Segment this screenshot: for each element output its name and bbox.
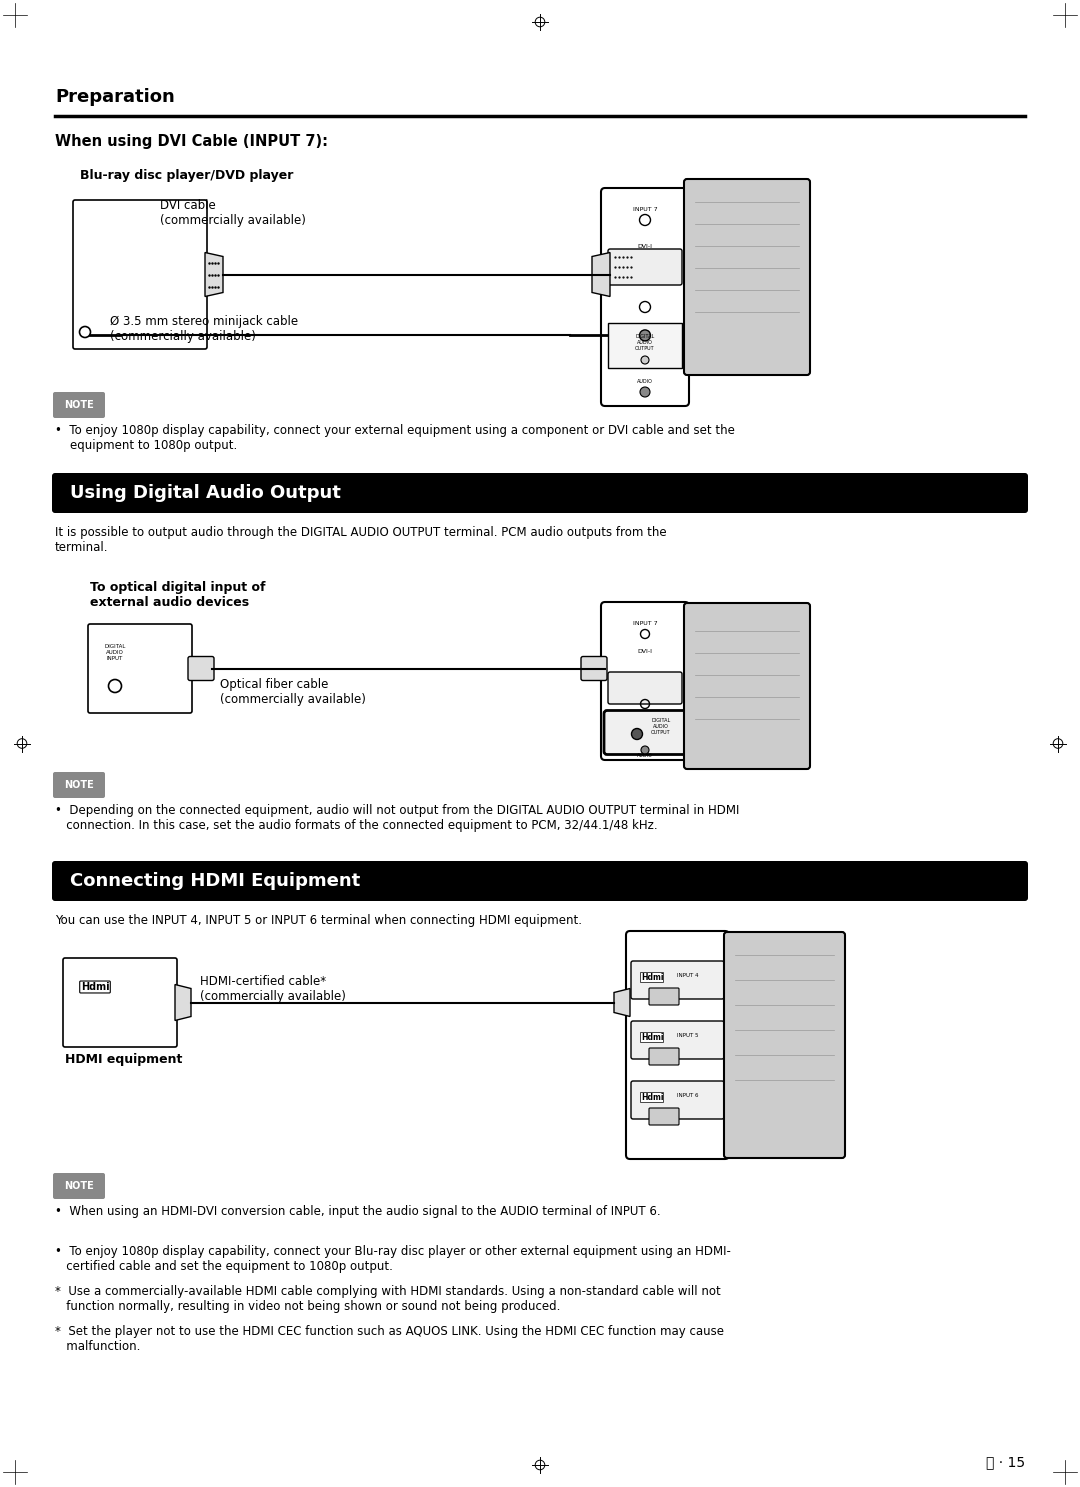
FancyBboxPatch shape (608, 323, 681, 367)
Text: DVI cable
(commercially available): DVI cable (commercially available) (160, 199, 306, 228)
FancyBboxPatch shape (608, 672, 681, 703)
Polygon shape (205, 253, 222, 296)
FancyBboxPatch shape (53, 1173, 105, 1199)
Text: Ø 3.5 mm stereo minijack cable
(commercially available): Ø 3.5 mm stereo minijack cable (commerci… (110, 315, 298, 343)
Text: DVI-I: DVI-I (637, 244, 652, 248)
Text: DIGITAL
AUDIO
INPUT: DIGITAL AUDIO INPUT (105, 644, 125, 660)
Text: Blu-ray disc player/DVD player: Blu-ray disc player/DVD player (80, 170, 294, 181)
Text: INPUT 5: INPUT 5 (677, 1033, 699, 1038)
Text: ⓔ · 15: ⓔ · 15 (986, 1454, 1025, 1469)
FancyBboxPatch shape (649, 1048, 679, 1065)
FancyBboxPatch shape (631, 1081, 724, 1120)
Text: INPUT 7: INPUT 7 (633, 622, 658, 626)
FancyBboxPatch shape (600, 187, 689, 406)
Text: •  To enjoy 1080p display capability, connect your external equipment using a co: • To enjoy 1080p display capability, con… (55, 424, 734, 452)
FancyBboxPatch shape (724, 932, 845, 1158)
Circle shape (80, 327, 91, 338)
FancyBboxPatch shape (53, 393, 105, 418)
Text: HDMI equipment: HDMI equipment (65, 1053, 183, 1066)
Text: DVI-I: DVI-I (637, 648, 652, 654)
FancyBboxPatch shape (631, 961, 724, 999)
FancyBboxPatch shape (600, 602, 689, 760)
Text: Hdmi: Hdmi (640, 1093, 663, 1102)
FancyBboxPatch shape (53, 772, 105, 799)
Text: Hdmi: Hdmi (640, 972, 663, 981)
Polygon shape (175, 984, 191, 1020)
Text: Connecting HDMI Equipment: Connecting HDMI Equipment (70, 871, 361, 891)
Text: Using Digital Audio Output: Using Digital Audio Output (70, 483, 341, 503)
FancyBboxPatch shape (52, 861, 1028, 901)
Text: Hdmi: Hdmi (81, 981, 109, 992)
FancyBboxPatch shape (63, 958, 177, 1047)
Circle shape (632, 729, 643, 739)
Text: •  To enjoy 1080p display capability, connect your Blu-ray disc player or other : • To enjoy 1080p display capability, con… (55, 1245, 731, 1273)
Text: NOTE: NOTE (64, 400, 94, 410)
Text: DIGITAL
AUDIO
OUTPUT: DIGITAL AUDIO OUTPUT (651, 718, 671, 735)
FancyBboxPatch shape (608, 248, 681, 286)
Circle shape (640, 387, 650, 397)
FancyBboxPatch shape (52, 473, 1028, 513)
Text: To optical digital input of
external audio devices: To optical digital input of external aud… (90, 581, 266, 610)
FancyBboxPatch shape (604, 711, 686, 754)
Text: AUDIO: AUDIO (637, 752, 653, 758)
Text: INPUT 4: INPUT 4 (677, 972, 699, 978)
Text: Optical fiber cable
(commercially available): Optical fiber cable (commercially availa… (220, 678, 366, 706)
Text: You can use the INPUT 4, INPUT 5 or INPUT 6 terminal when connecting HDMI equipm: You can use the INPUT 4, INPUT 5 or INPU… (55, 915, 582, 926)
FancyBboxPatch shape (188, 656, 214, 681)
FancyBboxPatch shape (649, 987, 679, 1005)
Text: AUDIO: AUDIO (637, 379, 653, 384)
Circle shape (642, 355, 649, 364)
Text: *  Set the player not to use the HDMI CEC function such as AQUOS LINK. Using the: * Set the player not to use the HDMI CEC… (55, 1325, 724, 1353)
Text: NOTE: NOTE (64, 781, 94, 790)
Circle shape (642, 746, 649, 754)
FancyBboxPatch shape (626, 931, 729, 1158)
Text: *  Use a commercially-available HDMI cable complying with HDMI standards. Using : * Use a commercially-available HDMI cabl… (55, 1285, 720, 1313)
Text: INPUT 7: INPUT 7 (633, 207, 658, 213)
FancyBboxPatch shape (684, 178, 810, 375)
Text: HDMI-certified cable*
(commercially available): HDMI-certified cable* (commercially avai… (200, 975, 346, 1004)
Polygon shape (615, 989, 630, 1017)
Text: •  Depending on the connected equipment, audio will not output from the DIGITAL : • Depending on the connected equipment, … (55, 804, 740, 833)
Text: When using DVI Cable (INPUT 7):: When using DVI Cable (INPUT 7): (55, 134, 328, 149)
FancyBboxPatch shape (581, 656, 607, 681)
Polygon shape (592, 253, 610, 296)
Text: It is possible to output audio through the DIGITAL AUDIO OUTPUT terminal. PCM au: It is possible to output audio through t… (55, 526, 666, 555)
Text: NOTE: NOTE (64, 1181, 94, 1191)
Circle shape (639, 330, 650, 341)
FancyBboxPatch shape (649, 1108, 679, 1126)
Text: Hdmi: Hdmi (640, 1033, 663, 1042)
Text: DIGITAL
AUDIO
OUTPUT: DIGITAL AUDIO OUTPUT (635, 335, 654, 351)
FancyBboxPatch shape (684, 604, 810, 769)
Text: Preparation: Preparation (55, 88, 175, 106)
FancyBboxPatch shape (631, 1022, 724, 1059)
Text: INPUT 6: INPUT 6 (677, 1093, 699, 1097)
Circle shape (108, 680, 121, 693)
FancyBboxPatch shape (73, 199, 207, 349)
FancyBboxPatch shape (87, 625, 192, 712)
Text: •  When using an HDMI-DVI conversion cable, input the audio signal to the AUDIO : • When using an HDMI-DVI conversion cabl… (55, 1204, 661, 1218)
